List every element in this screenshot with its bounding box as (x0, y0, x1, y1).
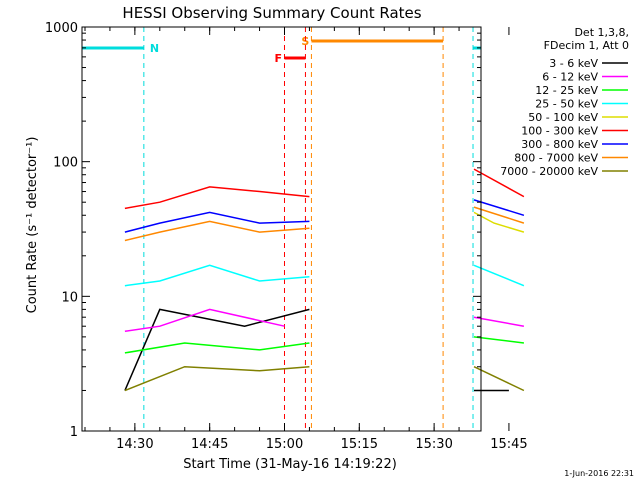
legend-entry-label: 800 - 7000 keV (514, 152, 598, 165)
x-tick-label: 15:45 (490, 437, 527, 452)
legend-header: FDecim 1, Att 0 (544, 39, 629, 52)
series-line (124, 308, 310, 391)
x-axis-label: Start Time (31-May-16 14:19:22) (183, 457, 397, 472)
legend-entry-label: 300 - 800 keV (521, 138, 598, 151)
flag-label: F (274, 52, 282, 65)
legend-header: Det 1,3,8, (574, 26, 629, 39)
legend-entry-label: 25 - 50 keV (535, 98, 598, 111)
series-line (124, 211, 310, 233)
x-tick-label: 15:00 (266, 437, 303, 452)
series-line (124, 220, 310, 242)
flag-label: N (150, 42, 159, 55)
x-tick-label: 15:15 (341, 437, 378, 452)
y-axis-label: Count Rate (s⁻¹ detector⁻¹) (25, 137, 40, 314)
axes: 1 10 100 1000 14:30 14:45 15:00 15:15 15:30 15:45 (45, 21, 528, 452)
series-line (124, 365, 310, 392)
legend-entry-label: 100 - 300 keV (521, 125, 598, 138)
series-line (473, 366, 525, 392)
x-tick-label: 15:30 (415, 437, 452, 452)
series-line (473, 336, 524, 344)
series-line (124, 308, 285, 333)
plot-frame (81, 26, 482, 432)
series-line (473, 206, 525, 224)
legend-entry-label: 50 - 100 keV (528, 111, 598, 124)
footer-date: 1-Jun-2016 22:31 (564, 469, 634, 478)
x-tick-label: 14:30 (116, 437, 153, 452)
y-tick-label: 100 (53, 156, 78, 171)
legend-entry-label: 3 - 6 keV (549, 57, 598, 70)
plot-area: N S F (82, 27, 525, 431)
x-tick-label: 14:45 (191, 437, 228, 452)
series-line (473, 168, 525, 198)
series-line (124, 186, 310, 210)
flag-label: S (301, 35, 309, 48)
y-tick-label: 10 (61, 290, 78, 305)
series-line (473, 199, 525, 217)
series-line (124, 264, 310, 287)
legend-entry-label: 12 - 25 keV (535, 84, 598, 97)
legend-entry-label: 7000 - 20000 keV (500, 165, 598, 178)
legend-entry-label: 6 - 12 keV (542, 71, 598, 84)
y-tick-label: 1000 (45, 21, 78, 36)
series-line (473, 264, 525, 287)
chart-title: HESSI Observing Summary Count Rates (122, 4, 421, 22)
series-line (473, 316, 525, 327)
y-tick-label: 1 (70, 425, 78, 440)
series-line (124, 342, 310, 354)
